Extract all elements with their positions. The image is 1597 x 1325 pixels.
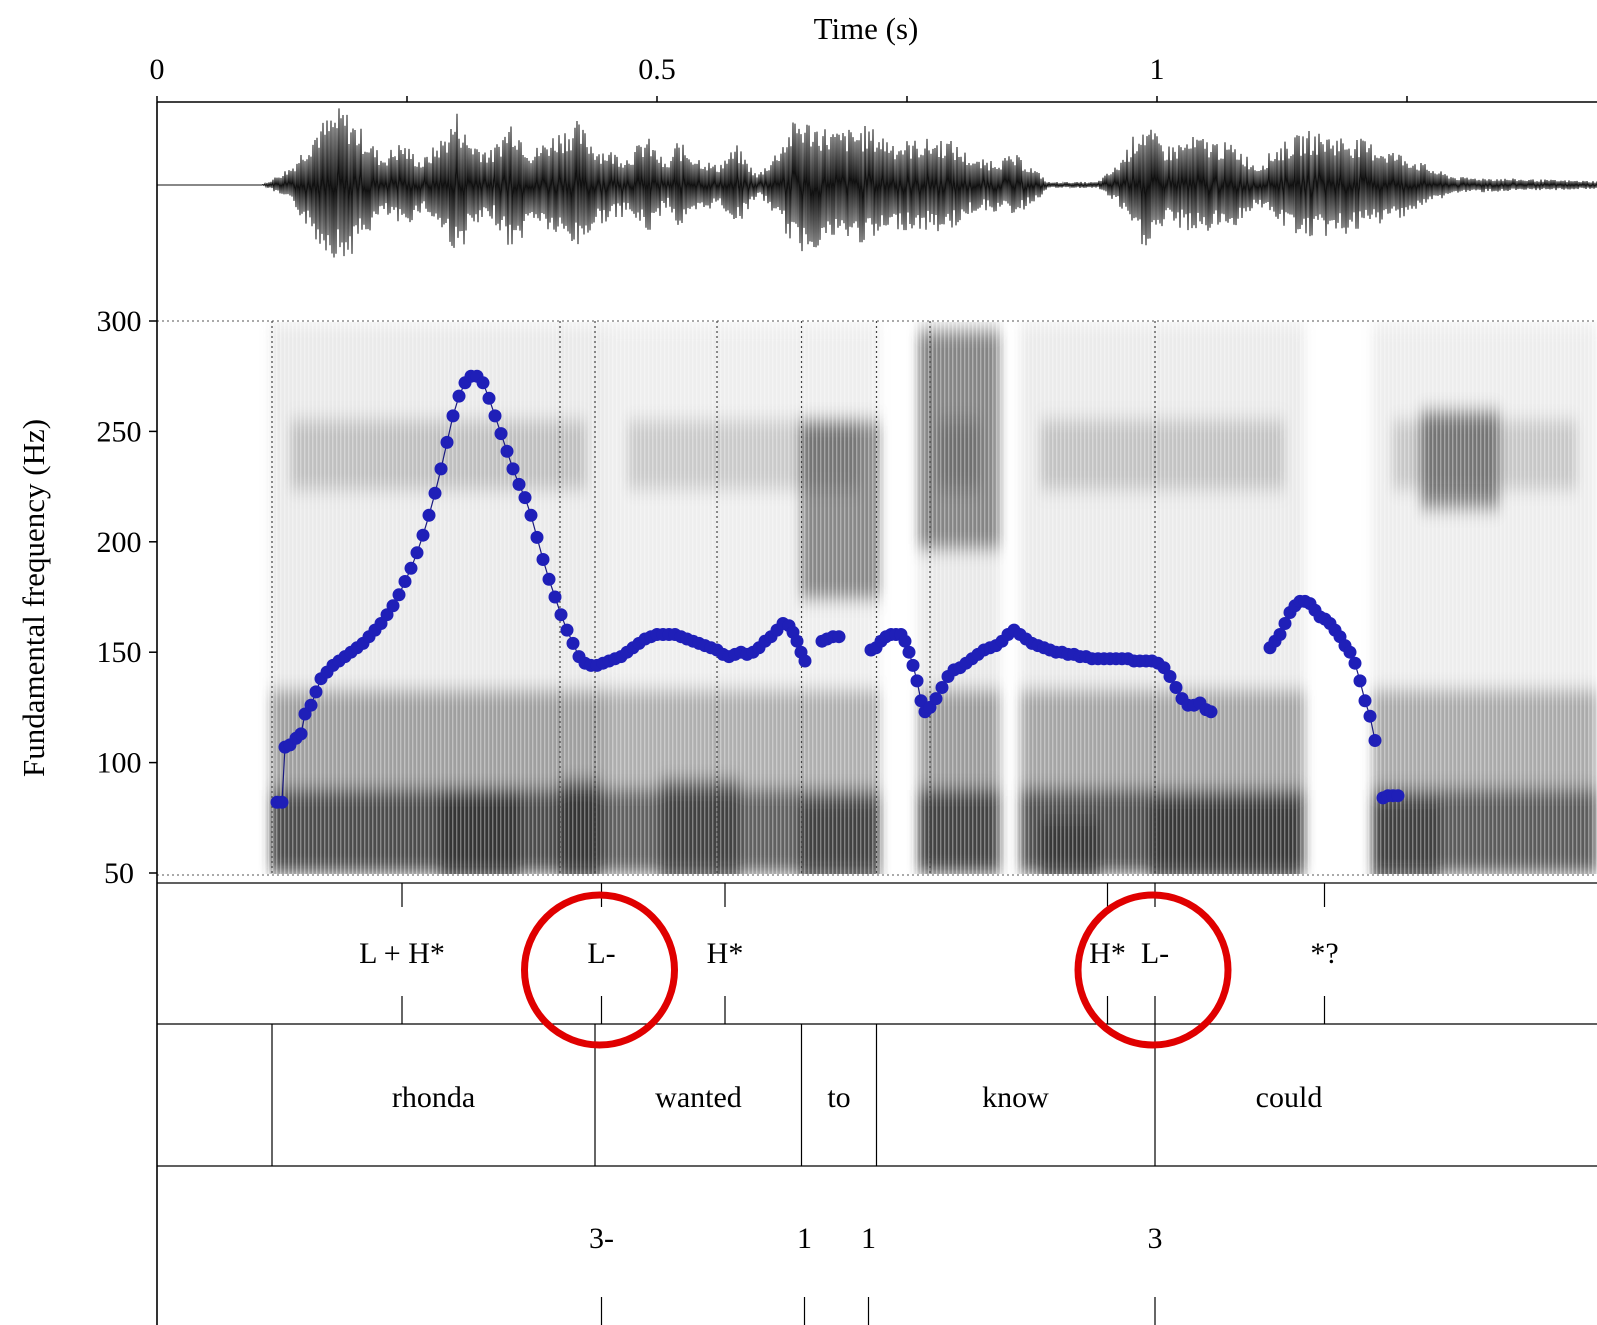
pitch-point bbox=[294, 727, 308, 741]
pitch-point bbox=[1353, 674, 1367, 688]
y-axis-title: Fundamental frequency (Hz) bbox=[16, 419, 51, 777]
x-tick-label: 1 bbox=[1150, 53, 1165, 86]
words-tier: rhonda wanted to know could bbox=[392, 1081, 1322, 1114]
word-label: to bbox=[827, 1081, 850, 1114]
pitch-point bbox=[548, 590, 562, 604]
tone-label: L- bbox=[587, 937, 615, 970]
pitch-point bbox=[386, 599, 400, 613]
pitch-point bbox=[1169, 681, 1183, 694]
pitch-point bbox=[1204, 705, 1218, 719]
pitch-point bbox=[832, 630, 846, 644]
pitch-point bbox=[500, 444, 514, 458]
x-axis-ticks: 0 0.5 1 bbox=[150, 53, 1408, 102]
pitch-point bbox=[1348, 656, 1362, 670]
pitch-point bbox=[422, 508, 436, 522]
pitch-point bbox=[790, 634, 804, 648]
pitch-point bbox=[898, 634, 912, 648]
pitch-point bbox=[524, 508, 538, 522]
pitch-point bbox=[416, 528, 430, 542]
break-index-label: 3 bbox=[1148, 1222, 1163, 1255]
y-tick-label: 100 bbox=[97, 747, 142, 780]
pitch-point bbox=[488, 409, 502, 423]
annotation-circles bbox=[521, 891, 1232, 1049]
pitch-point bbox=[566, 636, 580, 650]
pitch-point bbox=[482, 391, 496, 405]
pitch-point bbox=[452, 389, 466, 403]
pitch-point bbox=[476, 376, 490, 390]
pitch-point bbox=[506, 462, 520, 476]
pitch-point bbox=[536, 553, 550, 566]
tones-tier: L + H* L- H* H* L- *? bbox=[359, 883, 1339, 1024]
pitch-point bbox=[275, 795, 289, 809]
pitch-point bbox=[1163, 670, 1177, 683]
break-index-label: 1 bbox=[797, 1222, 812, 1255]
pitch-point bbox=[935, 681, 949, 694]
word-boundaries bbox=[271, 321, 1156, 1166]
pitch-point bbox=[1273, 628, 1287, 641]
spectrogram bbox=[158, 322, 1597, 1180]
pitch-point bbox=[554, 608, 568, 622]
pitch-point bbox=[434, 462, 448, 476]
tone-label: L- bbox=[1141, 937, 1169, 970]
pitch-point bbox=[1363, 709, 1377, 723]
pitch-point bbox=[530, 530, 544, 544]
x-tick-label: 0.5 bbox=[638, 53, 676, 86]
tone-label: H* bbox=[1089, 937, 1126, 970]
pitch-point bbox=[446, 409, 460, 423]
waveform bbox=[157, 108, 1597, 258]
pitch-point bbox=[494, 427, 508, 441]
pitch-point bbox=[1358, 694, 1372, 708]
pitch-point bbox=[309, 685, 323, 699]
pitch-point bbox=[428, 486, 442, 500]
pitch-point bbox=[902, 645, 916, 659]
pitch-point bbox=[518, 491, 532, 505]
pitch-track bbox=[270, 369, 1405, 809]
waveform-trace bbox=[157, 108, 1597, 258]
y-axis: 50 100 150 200 250 300 bbox=[97, 305, 157, 890]
red-annotation-circle bbox=[1074, 891, 1232, 1049]
pitch-point bbox=[512, 477, 526, 491]
pitch-point bbox=[1278, 617, 1292, 630]
x-axis-title: Time (s) bbox=[814, 11, 919, 46]
break-index-label: 3- bbox=[589, 1222, 614, 1255]
pitch-point bbox=[929, 692, 943, 706]
pitch-point bbox=[304, 698, 318, 712]
pitch-point bbox=[398, 575, 412, 588]
pitch-point bbox=[440, 435, 454, 449]
word-label: wanted bbox=[655, 1081, 742, 1114]
word-label: could bbox=[1256, 1081, 1323, 1114]
pitch-point bbox=[410, 546, 424, 560]
pitch-point bbox=[542, 572, 556, 586]
red-annotation-circle bbox=[521, 891, 678, 1049]
y-tick-label: 300 bbox=[97, 305, 142, 338]
pitch-point bbox=[560, 623, 574, 637]
word-label: rhonda bbox=[392, 1081, 475, 1114]
pitch-point bbox=[1343, 645, 1357, 659]
tone-label: *? bbox=[1310, 937, 1338, 970]
y-tick-label: 250 bbox=[97, 415, 142, 448]
pitch-point bbox=[1391, 789, 1405, 803]
pitch-point bbox=[906, 658, 920, 672]
y-tick-label: 50 bbox=[104, 857, 134, 890]
pitch-point bbox=[392, 588, 406, 602]
pitch-point bbox=[1368, 734, 1382, 747]
tone-label: L + H* bbox=[359, 937, 445, 970]
y-tick-label: 200 bbox=[97, 526, 142, 559]
spectrogram-dark-region bbox=[300, 1000, 360, 1180]
pitch-point bbox=[914, 694, 928, 708]
pitch-point bbox=[798, 654, 812, 668]
word-label: know bbox=[982, 1081, 1049, 1114]
pitch-point bbox=[404, 561, 418, 575]
tone-label: H* bbox=[707, 937, 744, 970]
pitch-point bbox=[910, 674, 924, 688]
y-tick-label: 150 bbox=[97, 636, 142, 669]
x-tick-label: 0 bbox=[150, 53, 165, 86]
break-indices-tier: 3- 1 1 3 bbox=[589, 1222, 1163, 1325]
break-index-label: 1 bbox=[861, 1222, 876, 1255]
